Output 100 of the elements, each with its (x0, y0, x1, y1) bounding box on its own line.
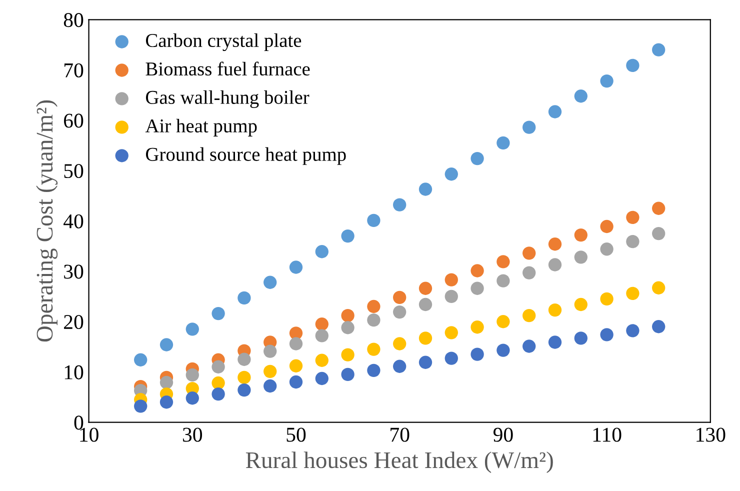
point (496, 274, 510, 288)
y-tick-label: 50 (64, 164, 84, 178)
point (600, 220, 614, 234)
point (496, 255, 510, 268)
point (212, 387, 225, 401)
point (470, 348, 484, 361)
point (367, 214, 380, 228)
point (289, 337, 303, 350)
point (289, 375, 303, 389)
point (289, 359, 303, 372)
point (212, 306, 225, 320)
legend-label: Gas wall-hung boiler (146, 90, 310, 108)
point (341, 229, 354, 243)
y-tick-label: 0 (74, 416, 84, 430)
point (548, 105, 562, 118)
point (496, 315, 510, 328)
x-tick-label: 10 (80, 428, 98, 442)
point (626, 324, 640, 338)
point (574, 250, 588, 264)
point (444, 168, 458, 181)
point (264, 276, 277, 289)
point (367, 300, 380, 314)
point (238, 291, 251, 305)
point (315, 372, 328, 386)
point (264, 364, 277, 378)
point (186, 368, 199, 382)
point (496, 136, 510, 150)
point (548, 258, 562, 272)
point (160, 376, 174, 390)
point (341, 348, 354, 362)
point (393, 290, 406, 304)
point (367, 364, 380, 378)
point (418, 182, 432, 196)
point (444, 326, 458, 340)
point (574, 228, 588, 242)
x-axis-title: Rural houses Heat Index (W/m²) (246, 452, 553, 473)
point (444, 352, 458, 365)
point (496, 344, 510, 357)
point (418, 356, 432, 369)
point (444, 290, 458, 304)
point (600, 242, 614, 256)
point (134, 400, 148, 413)
point (626, 210, 640, 224)
point (393, 337, 406, 350)
point (367, 342, 380, 356)
point (470, 152, 484, 166)
point (315, 329, 328, 342)
point (341, 368, 354, 382)
point (186, 392, 199, 405)
y-tick-label: 20 (64, 314, 84, 330)
point (652, 226, 666, 240)
point (212, 376, 225, 390)
point (418, 282, 432, 295)
point (212, 360, 225, 374)
y-tick-label: 10 (64, 365, 84, 380)
point (470, 282, 484, 295)
point (548, 303, 562, 317)
y-tick-label: 60 (64, 114, 84, 128)
point (418, 332, 432, 345)
point (393, 360, 406, 373)
y-tick-label: 30 (64, 264, 84, 279)
x-tick-label: 130 (696, 428, 726, 442)
point (600, 74, 614, 88)
x-tick-label: 70 (390, 428, 410, 442)
point (600, 292, 614, 306)
x-tick-label: 30 (182, 428, 202, 442)
point (238, 383, 251, 397)
point (548, 336, 562, 349)
point (341, 321, 354, 334)
point (470, 264, 484, 278)
y-tick-label: 80 (64, 13, 84, 28)
y-tick-label: 70 (64, 63, 84, 78)
point (393, 198, 406, 212)
point (315, 354, 328, 367)
point (160, 396, 174, 409)
point (418, 298, 432, 312)
point (574, 90, 588, 103)
point (444, 273, 458, 286)
point (548, 238, 562, 251)
point (626, 234, 640, 248)
point (522, 120, 536, 134)
legend-label: Air heat pump (145, 118, 257, 136)
point (522, 308, 536, 322)
point (341, 308, 354, 322)
point (264, 379, 277, 393)
point (626, 286, 640, 300)
point (315, 318, 328, 331)
point (522, 246, 536, 260)
point (574, 298, 588, 312)
x-tick-label: 90 (493, 428, 513, 442)
y-tick-label: 40 (64, 214, 84, 228)
point (289, 260, 303, 274)
point (652, 202, 666, 215)
point (264, 344, 277, 358)
point (600, 328, 614, 342)
point (186, 322, 199, 336)
point (470, 320, 484, 334)
x-tick-label: 50 (286, 428, 306, 442)
point (238, 370, 251, 384)
point (652, 43, 666, 56)
